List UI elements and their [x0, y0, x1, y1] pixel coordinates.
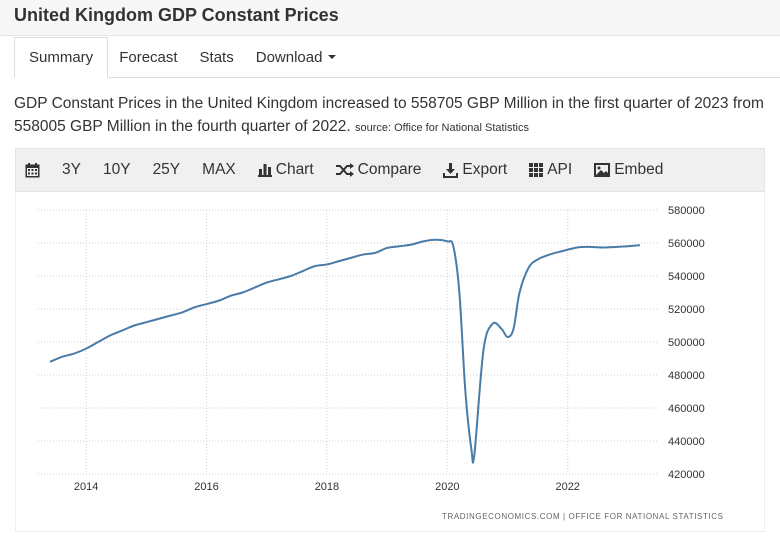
api-button[interactable]: API	[529, 161, 572, 179]
download-icon	[443, 162, 459, 178]
range-25y-button[interactable]: 25Y	[152, 161, 181, 178]
tab-label: Stats	[199, 48, 234, 66]
compare-button-label: Compare	[357, 161, 422, 178]
grid-icon	[529, 163, 544, 177]
tab-label: Forecast	[119, 48, 178, 66]
gdp-series-line	[49, 238, 641, 464]
source-note: source: Office for National Statistics	[354, 122, 529, 134]
range-max-button[interactable]: MAX	[202, 161, 236, 178]
calendar-icon	[25, 162, 40, 177]
description-text: GDP Constant Prices in the United Kingdo…	[14, 95, 764, 135]
y-tick-label: 540000	[668, 271, 705, 283]
caret-down-icon	[328, 55, 337, 59]
tab-summary[interactable]: Summary	[14, 37, 109, 78]
y-tick-label: 440000	[668, 436, 705, 448]
tab-download[interactable]: Download	[245, 37, 348, 77]
y-tick-label: 500000	[668, 337, 705, 349]
export-button[interactable]: Export	[443, 161, 507, 179]
embed-button[interactable]: Embed	[594, 161, 663, 179]
y-tick-label: 460000	[668, 403, 705, 415]
image-icon	[594, 163, 611, 177]
shuffle-icon	[335, 163, 354, 177]
chart-toolbar: 3Y 10Y 25Y MAX Chart Compare Export API	[15, 148, 765, 192]
calendar-button[interactable]	[25, 162, 44, 178]
x-tick-label: 2020	[435, 481, 459, 493]
compare-button[interactable]: Compare	[335, 161, 422, 179]
y-tick-label: 560000	[668, 238, 705, 250]
api-button-label: API	[547, 161, 573, 178]
y-tick-label: 480000	[668, 370, 705, 382]
range-3y-button[interactable]: 3Y	[62, 161, 81, 178]
chart-button-label: Chart	[275, 161, 314, 178]
x-tick-label: 2022	[555, 481, 579, 493]
description: GDP Constant Prices in the United Kingdo…	[14, 92, 774, 140]
embed-button-label: Embed	[614, 161, 664, 178]
y-tick-label: 520000	[668, 304, 705, 316]
gdp-line-chart: 580000 560000 540000 520000 500000 480000 4600…	[38, 205, 724, 521]
x-tick-label: 2018	[315, 481, 339, 493]
title-bar: United Kingdom GDP Constant Prices	[0, 0, 780, 36]
x-tick-label: 2016	[194, 481, 218, 493]
x-tick-label: 2014	[74, 481, 98, 493]
chart-credit: TRADINGECONOMICS.COM | OFFICE FOR NATION…	[442, 512, 724, 521]
export-button-label: Export	[462, 161, 508, 178]
tab-bar: Summary Forecast Stats Download	[14, 37, 780, 78]
chart-button[interactable]: Chart	[257, 161, 314, 179]
page-title: United Kingdom GDP Constant Prices	[14, 5, 339, 25]
y-tick-label: 580000	[668, 205, 705, 217]
chart-container: 580000 560000 540000 520000 500000 480000 4600…	[15, 192, 765, 532]
tab-label: Summary	[29, 49, 94, 66]
tab-stats[interactable]: Stats	[189, 37, 245, 77]
y-tick-label: 420000	[668, 469, 705, 481]
tab-label: Download	[255, 48, 323, 66]
tab-forecast[interactable]: Forecast	[108, 37, 188, 77]
range-10y-button[interactable]: 10Y	[102, 161, 131, 178]
bar-chart-icon	[257, 164, 272, 177]
